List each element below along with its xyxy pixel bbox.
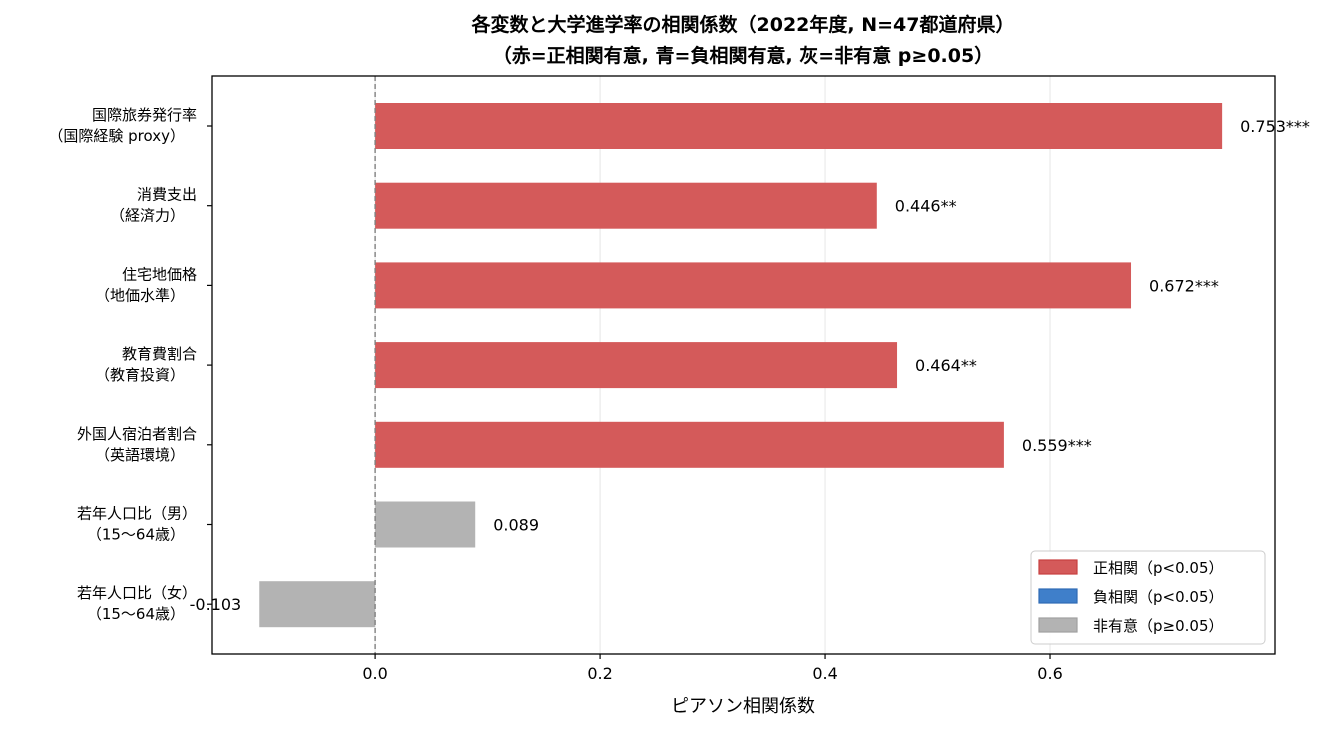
- chart-title: 各変数と大学進学率の相関係数（2022年度, N=47都道府県）: [471, 13, 1015, 36]
- x-axis-label: ピアソン相関係数: [671, 696, 815, 717]
- category-label-line2: （15〜64歳）: [87, 526, 185, 544]
- value-label: 0.559***: [1022, 436, 1092, 455]
- x-axis-ticks: 0.0 0.2 0.4 0.6: [362, 654, 1063, 683]
- category-label-line2: （教育投資）: [95, 366, 185, 384]
- legend-box: [1030, 550, 1266, 645]
- legend: 正相関（p<0.05） 負相関（p<0.05） 非有意（p≥0.05）: [1030, 550, 1266, 645]
- legend-label: 負相関（p<0.05）: [1093, 588, 1224, 606]
- category-label-line1: 教育費割合: [122, 345, 197, 363]
- bar: [375, 342, 898, 389]
- category-label-line1: 国際旅券発行率: [92, 106, 197, 124]
- value-label: 0.464**: [915, 356, 977, 375]
- bar: [375, 103, 1223, 149]
- category-label-line2: （経済力）: [110, 207, 185, 225]
- x-tick-label: 0.4: [812, 664, 837, 683]
- bar: [375, 501, 476, 548]
- value-label: -0.103: [190, 595, 242, 614]
- x-tick-label: 0.6: [1037, 664, 1062, 683]
- value-label: 0.089: [493, 516, 539, 535]
- category-label-line2: （国際経験 proxy）: [48, 127, 185, 145]
- category-label-line1: 消費支出: [137, 186, 197, 204]
- bar: [375, 421, 1004, 468]
- bars: [259, 103, 1223, 628]
- legend-label: 非有意（p≥0.05）: [1093, 617, 1224, 635]
- y-axis-ticks: 国際旅券発行率 （国際経験 proxy） 消費支出 （経済力） 住宅地価格 （地価水準） 教…: [48, 106, 212, 623]
- category-label-line1: 若年人口比（男）: [77, 505, 197, 523]
- category-label-line1: 住宅地価格: [122, 265, 197, 283]
- category-label-line2: （地価水準）: [95, 286, 185, 304]
- category-label-line1: 若年人口比（女）: [77, 584, 197, 602]
- bar: [375, 262, 1132, 309]
- legend-label: 正相関（p<0.05）: [1093, 559, 1224, 577]
- legend-swatch: [1038, 588, 1078, 604]
- value-label: 0.753***: [1240, 117, 1310, 136]
- bar: [375, 182, 877, 229]
- value-label: 0.672***: [1149, 276, 1219, 295]
- x-tick-label: 0.0: [362, 664, 387, 683]
- chart-subtitle: （赤=正相関有意, 青=負相関有意, 灰=非有意 p≥0.05）: [493, 44, 993, 67]
- category-label-line1: 外国人宿泊者割合: [77, 425, 197, 443]
- category-label-line2: （15〜64歳）: [87, 605, 185, 623]
- x-tick-label: 0.2: [587, 664, 612, 683]
- legend-swatch: [1038, 617, 1078, 633]
- bar: [259, 581, 376, 628]
- category-label-line2: （英語環境）: [95, 446, 185, 464]
- legend-swatch: [1038, 559, 1078, 575]
- value-labels: 0.753*** 0.446** 0.672*** 0.464** 0.559*** 0.…: [190, 117, 1310, 614]
- value-label: 0.446**: [895, 197, 957, 216]
